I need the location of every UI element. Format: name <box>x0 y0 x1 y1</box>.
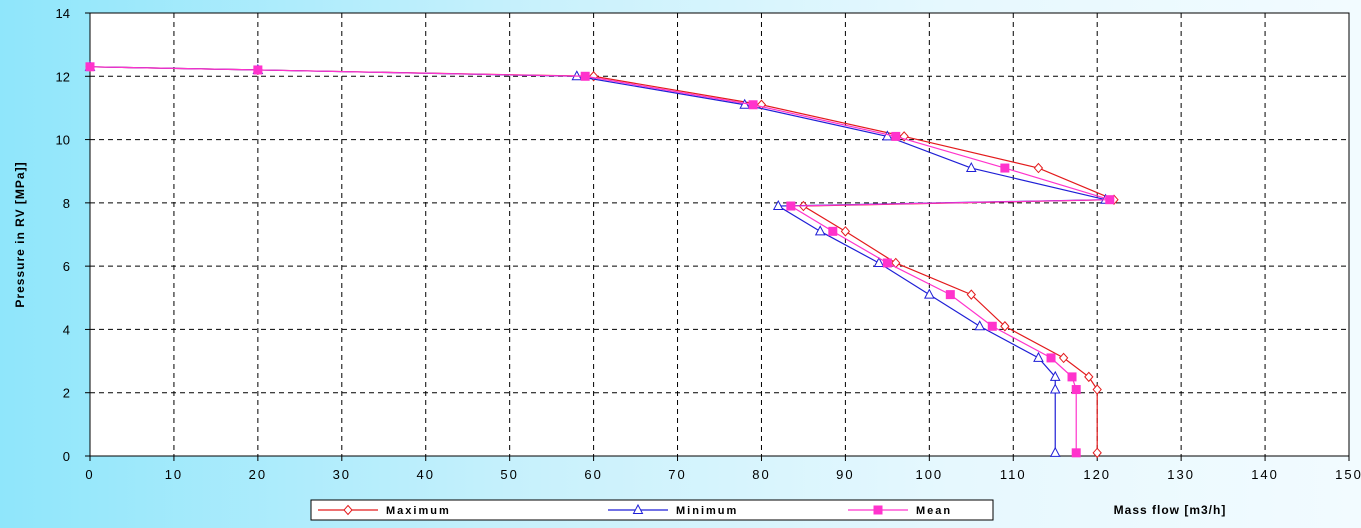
x-tick-label: 100 <box>915 467 943 482</box>
data-point-maximum <box>1000 321 1010 332</box>
data-point-mean <box>945 290 955 300</box>
data-point-minimum <box>1033 351 1044 362</box>
data-point-mean <box>85 62 95 72</box>
data-point-mean <box>828 226 838 236</box>
legend-label-minimum: Minimum <box>676 505 738 517</box>
data-point-maximum <box>966 289 976 300</box>
y-axis-title: Pressure in RV [MPa]] <box>13 161 27 307</box>
data-point-minimum <box>1049 370 1061 381</box>
axis-ticks: 0 10 20 30 40 50 60 70 80 90 100 110 120 130 140 150 0 2 4… <box>56 6 1361 482</box>
data-point-minimum <box>965 161 977 173</box>
data-point-minimum <box>974 320 986 331</box>
grid-lines <box>90 13 1349 456</box>
data-point-mean <box>1071 385 1081 395</box>
data-point-maximum <box>840 226 851 237</box>
data-point-mean <box>786 201 796 211</box>
data-point-maximum <box>1084 371 1094 383</box>
x-tick-label: 70 <box>668 467 686 482</box>
data-point-mean <box>253 65 263 75</box>
data-series <box>84 60 1119 459</box>
data-point-mean <box>1105 195 1115 205</box>
data-point-mean <box>580 71 590 81</box>
x-tick-label: 60 <box>584 467 602 482</box>
x-tick-label: 130 <box>1167 467 1195 482</box>
y-tick-label: 2 <box>63 386 70 401</box>
legend: Maximum Minimum Mean <box>310 499 994 521</box>
legend-item-minimum: Minimum <box>608 503 738 517</box>
data-point-minimum <box>772 199 784 211</box>
series-mean <box>85 62 1115 458</box>
y-tick-label: 10 <box>56 133 70 148</box>
y-tick-label: 0 <box>63 449 70 464</box>
data-point-mean <box>882 258 892 268</box>
plot-area <box>90 13 1349 456</box>
legend-item-mean: Mean <box>848 505 952 517</box>
data-point-mean <box>1046 353 1056 363</box>
legend-marker-minimum <box>632 503 644 514</box>
series-line-minimum <box>89 66 1106 453</box>
series-line-maximum <box>89 66 1115 453</box>
plot-frame <box>89 12 1350 457</box>
x-tick-label: 140 <box>1251 467 1279 482</box>
data-point-mean <box>748 100 758 110</box>
data-point-minimum <box>1049 446 1061 457</box>
series-minimum <box>84 60 1111 457</box>
data-point-mean <box>891 131 901 141</box>
x-tick-label: 20 <box>249 467 267 482</box>
data-point-minimum <box>814 225 826 236</box>
y-tick-label: 6 <box>63 259 70 274</box>
x-tick-label: 50 <box>500 467 518 482</box>
legend-label-mean: Mean <box>916 505 952 517</box>
data-point-minimum <box>873 256 885 267</box>
data-point-minimum <box>1049 383 1061 394</box>
data-point-mean <box>987 321 997 331</box>
data-point-mean <box>1071 448 1081 458</box>
y-tick-label: 4 <box>63 322 70 337</box>
x-tick-label: 40 <box>416 467 434 482</box>
x-tick-label: 110 <box>1000 467 1027 482</box>
x-tick-label: 10 <box>165 467 183 482</box>
y-tick-label: 14 <box>56 6 70 21</box>
y-tick-label: 8 <box>63 196 70 211</box>
y-tick-label: 12 <box>56 69 70 84</box>
legend-marker-maximum <box>343 504 353 516</box>
x-tick-label: 80 <box>752 467 770 482</box>
data-point-maximum <box>1092 384 1102 395</box>
data-point-maximum <box>1033 162 1044 174</box>
legend-label-maximum: Maximum <box>386 505 451 517</box>
x-tick-label: 150 <box>1335 467 1361 482</box>
x-tick-label: 0 <box>85 467 94 482</box>
legend-item-maximum: Maximum <box>318 504 451 517</box>
series-line-mean <box>89 66 1110 453</box>
x-tick-label: 30 <box>333 467 351 482</box>
data-point-minimum <box>924 288 935 299</box>
data-point-mean <box>1067 372 1077 382</box>
x-tick-label: 90 <box>836 467 854 482</box>
legend-marker-mean <box>873 505 883 515</box>
x-tick-label: 120 <box>1083 467 1111 482</box>
data-point-maximum <box>1058 352 1069 364</box>
x-axis-title: Mass flow [m3/h] <box>1114 503 1227 517</box>
data-point-mean <box>1000 163 1010 173</box>
data-point-maximum <box>1092 447 1102 459</box>
